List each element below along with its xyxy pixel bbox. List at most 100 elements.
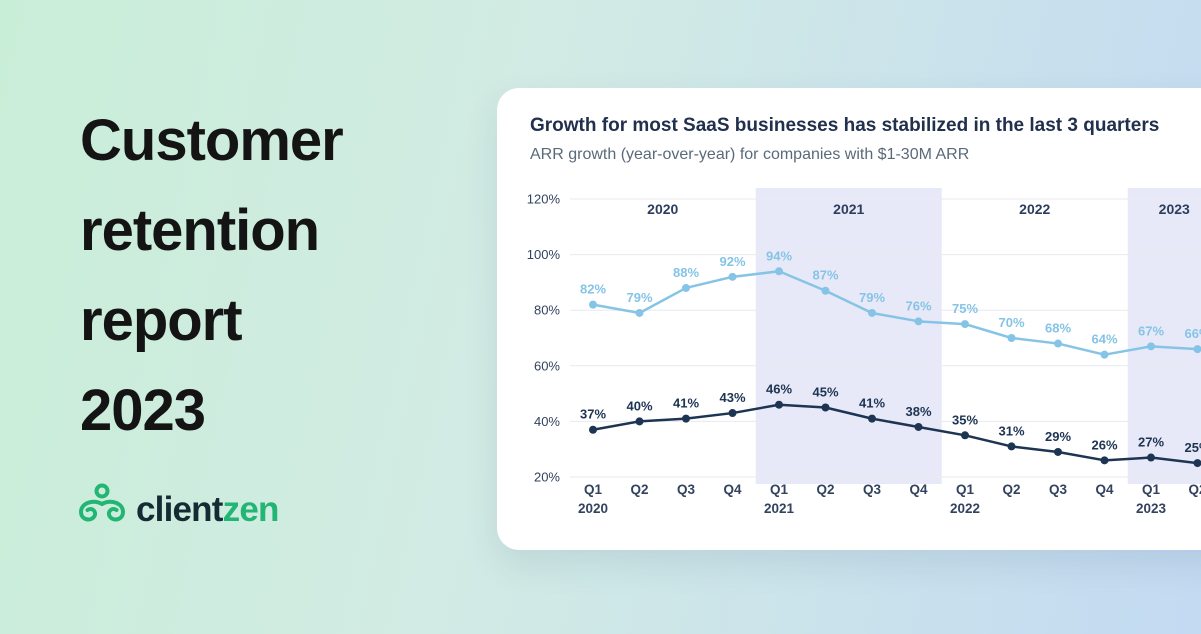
x-tick-year-label: 2020 — [578, 501, 608, 516]
upper-growth-line-label: 75% — [952, 301, 978, 316]
upper-growth-line-label: 66% — [1184, 326, 1201, 341]
chart-card: Growth for most SaaS businesses has stab… — [497, 88, 1201, 550]
year-label-2020: 2020 — [647, 201, 678, 217]
x-tick-year-label: 2021 — [764, 501, 795, 516]
lower-growth-line-point — [635, 417, 644, 426]
lower-growth-line-point — [1100, 456, 1109, 465]
lower-growth-line-label: 25% — [1184, 440, 1201, 455]
lower-growth-line-point — [1147, 453, 1155, 462]
lower-growth-line-label: 29% — [1045, 429, 1071, 444]
upper-growth-line-label: 67% — [1138, 323, 1164, 338]
lower-growth-line-label: 27% — [1138, 435, 1164, 450]
lower-growth-line-label: 35% — [952, 412, 978, 427]
y-tick-label: 20% — [534, 470, 560, 485]
lower-growth-line-point — [914, 422, 923, 431]
upper-growth-line-point — [1193, 345, 1201, 354]
x-tick-label: Q1 — [1142, 482, 1161, 497]
x-tick-label: Q2 — [816, 482, 834, 497]
upper-growth-line-label: 76% — [905, 298, 931, 313]
report-headline: Customer retention report 2023 — [80, 96, 344, 456]
clientzen-zen-figure-icon — [76, 482, 128, 537]
lower-growth-line-label: 41% — [673, 396, 699, 411]
upper-growth-line-label: 68% — [1045, 321, 1071, 336]
x-tick-label: Q4 — [909, 482, 928, 497]
upper-growth-line-label: 79% — [859, 290, 885, 305]
upper-growth-line-label: 94% — [766, 248, 792, 263]
year-label-2023: 2023 — [1159, 201, 1190, 217]
lower-growth-line-label: 41% — [859, 396, 885, 411]
x-tick-label: Q3 — [1049, 482, 1068, 497]
lower-growth-line-label: 26% — [1091, 437, 1117, 452]
lower-growth-line — [592, 403, 1198, 465]
arr-growth-line-chart: 120% 100% 80% 60% 40% 20% 2020 2021 2022 2023 82% 7… — [527, 188, 1201, 516]
upper-growth-line-point — [589, 300, 597, 309]
x-tick-label: Q2 — [1002, 482, 1020, 497]
headline-line: Customer — [80, 108, 344, 173]
lower-growth-line-label: 43% — [719, 390, 745, 405]
lower-growth-line-point — [1054, 447, 1062, 456]
upper-growth-line-point — [728, 272, 737, 281]
y-tick-label: 120% — [527, 192, 561, 207]
upper-growth-line-point — [914, 317, 923, 326]
upper-growth-line-point — [775, 267, 783, 276]
clientzen-wordmark: clientzen — [136, 490, 279, 530]
x-tick-label: Q2 — [630, 482, 648, 497]
clientzen-logo: clientzen — [76, 482, 279, 537]
wordmark-client: client — [136, 489, 223, 529]
x-tick-year-label: 2022 — [950, 501, 980, 516]
x-tick-label: Q2 — [1188, 482, 1201, 497]
x-tick-label: Q3 — [677, 482, 696, 497]
upper-growth-line-point — [1007, 334, 1016, 342]
year-label-2022: 2022 — [1019, 201, 1050, 217]
upper-growth-line-label: 92% — [719, 254, 745, 269]
lower-growth-line-point — [775, 400, 783, 409]
upper-growth-line-point — [1100, 350, 1109, 359]
lower-growth-line-point — [1007, 442, 1016, 451]
lower-growth-line-point — [821, 403, 830, 412]
headline-line: retention — [80, 198, 320, 263]
x-tick-label: Q1 — [584, 482, 603, 497]
y-tick-label: 80% — [534, 303, 560, 318]
lower-growth-line-point — [682, 414, 690, 423]
x-tick-label: Q4 — [723, 482, 742, 497]
lower-growth-line-point — [961, 431, 969, 440]
lower-growth-line-label: 38% — [905, 404, 931, 419]
chart-title: Growth for most SaaS businesses has stab… — [530, 115, 1160, 136]
lower-growth-line-label: 37% — [580, 407, 606, 422]
lower-growth-line-point — [1193, 459, 1201, 468]
year-band-2023 — [1127, 188, 1201, 484]
lower-growth-line-label: 40% — [626, 398, 652, 413]
year-label-2021: 2021 — [833, 201, 864, 217]
lower-growth-line-label: 31% — [998, 423, 1024, 438]
y-tick-label: 100% — [527, 247, 561, 262]
upper-growth-line-label: 79% — [626, 290, 652, 305]
upper-growth-line-label: 88% — [673, 265, 699, 280]
x-tick-label: Q4 — [1095, 482, 1114, 497]
upper-growth-line-point — [821, 286, 830, 295]
headline-line: report — [80, 288, 243, 353]
lower-growth-line-point — [728, 409, 737, 418]
upper-growth-line-label: 82% — [580, 282, 606, 297]
chart-subtitle: ARR growth (year-over-year) for companie… — [530, 146, 970, 163]
x-tick-year-label: 2023 — [1136, 501, 1167, 516]
upper-growth-line-point — [682, 283, 690, 292]
x-tick-label: Q3 — [863, 482, 882, 497]
x-tick-label: Q1 — [770, 482, 789, 497]
y-tick-label: 40% — [534, 414, 560, 429]
lower-growth-line-label: 46% — [766, 382, 792, 397]
upper-growth-line-point — [868, 308, 876, 317]
year-band-2021 — [755, 188, 942, 484]
lower-growth-line-point — [589, 425, 597, 434]
lower-growth-line-label: 45% — [812, 385, 838, 400]
upper-growth-line-point — [635, 308, 644, 317]
headline-line: 2023 — [80, 378, 206, 443]
upper-growth-line-point — [961, 320, 969, 329]
upper-growth-line-point — [1147, 342, 1155, 351]
y-tick-label: 60% — [534, 358, 560, 373]
upper-growth-line-label: 87% — [812, 268, 838, 283]
upper-growth-line-label: 64% — [1091, 332, 1117, 347]
upper-growth-line — [592, 270, 1198, 356]
upper-growth-line-label: 70% — [998, 315, 1024, 330]
upper-growth-line-point — [1054, 339, 1062, 348]
lower-growth-line-point — [868, 414, 876, 423]
